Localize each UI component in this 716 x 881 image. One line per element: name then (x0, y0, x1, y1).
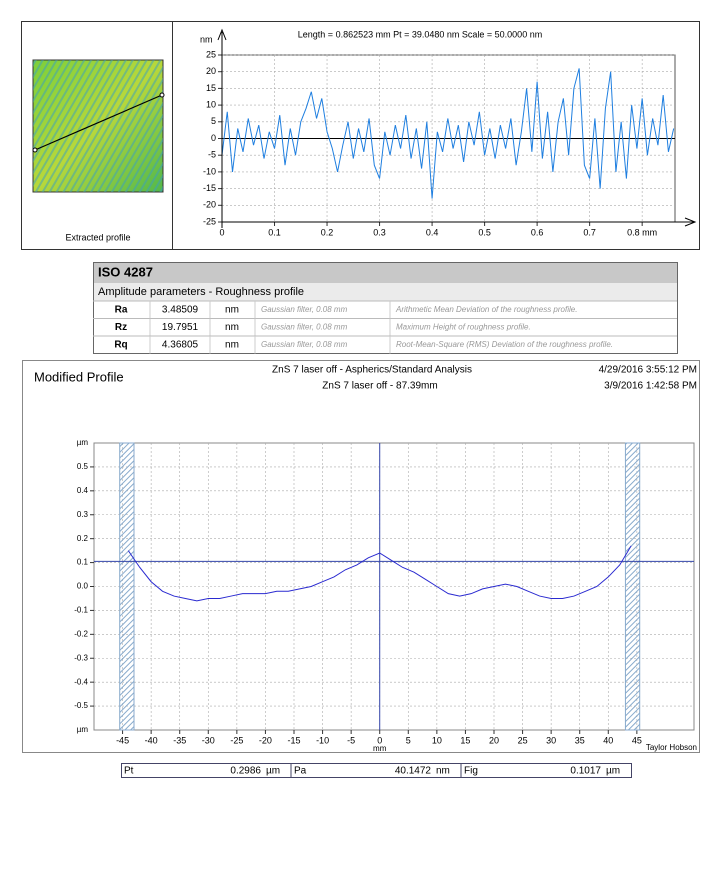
x-tick-label: -40 (145, 735, 158, 745)
y-tick-label: 0.2 (77, 534, 89, 543)
y-tick-label: -0.4 (74, 677, 88, 686)
y-tick-label: 0.0 (77, 582, 89, 591)
summary-unit: µm (266, 766, 280, 777)
table-cell: nm (225, 340, 239, 351)
x-tick-label: 15 (460, 735, 470, 745)
date: 4/29/2016 3:55:12 PM (599, 365, 697, 376)
summary-unit: nm (436, 766, 450, 777)
table-cell: Arithmetic Mean Deviation of the roughne… (395, 305, 577, 314)
x-tick-label: -30 (202, 735, 215, 745)
summary-unit: µm (606, 766, 620, 777)
x-tick-label: 0.5 (478, 227, 491, 237)
y-tick-label: 0.5 (77, 462, 89, 471)
x-tick-label: -35 (173, 735, 186, 745)
table-header (94, 263, 677, 283)
x-tick-label: -25 (230, 735, 243, 745)
x-tick-label: 45 (632, 735, 642, 745)
y-axis-label: µm (77, 725, 89, 734)
table-cell: Gaussian filter, 0.08 mm (261, 340, 348, 349)
table-title: ISO 4287 (98, 264, 153, 279)
y-tick-label: 25 (206, 49, 216, 59)
y-tick-label: -5 (208, 150, 216, 160)
y-tick-label: 0.1 (77, 558, 89, 567)
table-cell: Rq (114, 340, 127, 351)
report: Extracted profile 0 0.1 0.2 0.3 0.4 0.5 0.6 0.7… (0, 0, 716, 876)
y-tick-label: -0.5 (74, 701, 88, 710)
x-tick-label: 20 (489, 735, 499, 745)
table-cell: Ra (115, 305, 128, 316)
y-tick-label: 0 (211, 133, 216, 143)
shaded-band (120, 443, 134, 730)
x-tick-label: 0.7 (583, 227, 596, 237)
brand: Taylor Hobson (646, 743, 697, 752)
chart-title: Length = 0.862523 mm Pt = 39.0480 nm Sca… (298, 29, 542, 39)
chart-title: Modified Profile (34, 369, 124, 384)
y-axis-label: nm (200, 34, 213, 44)
y-tick-label: 15 (206, 83, 216, 93)
y-tick-label: 10 (206, 99, 216, 109)
table-cell: 19.7951 (162, 322, 199, 333)
thumbnail-caption: Extracted profile (65, 232, 130, 242)
table-cell: Gaussian filter, 0.08 mm (261, 323, 348, 332)
y-tick-label: -0.1 (74, 606, 88, 615)
shaded-band (625, 443, 639, 730)
x-tick-label: -20 (259, 735, 272, 745)
x-tick-label: -45 (116, 735, 129, 745)
x-tick-label: 30 (546, 735, 556, 745)
summary-label: Fig (464, 766, 478, 777)
summary-label: Pa (294, 766, 307, 777)
table-cell: nm (225, 305, 239, 316)
table-cell: Maximum Height of roughness profile. (396, 323, 531, 332)
y-tick-label: -20 (203, 200, 216, 210)
x-tick-label: -10 (316, 735, 329, 745)
y-tick-label: 20 (206, 66, 216, 76)
x-tick-label: 0.3 (373, 227, 386, 237)
table-cell: nm (225, 322, 239, 333)
x-tick-label: -5 (347, 735, 355, 745)
x-tick-label: 35 (575, 735, 585, 745)
profile-end (160, 93, 164, 97)
y-tick-label: -0.3 (74, 653, 88, 662)
x-tick-label: 0.1 (268, 227, 281, 237)
x-tick-label: 0 (219, 227, 224, 237)
summary-value: 0.1017 (570, 766, 601, 777)
x-tick-label: 5 (406, 735, 411, 745)
x-tick-label: 40 (603, 735, 613, 745)
subtitle: ZnS 7 laser off - Aspherics/Standard Ana… (272, 365, 472, 376)
table-cell: Gaussian filter, 0.08 mm (261, 305, 348, 314)
summary-frame (122, 764, 632, 778)
profile-line (222, 68, 674, 198)
x-tick-label: -15 (287, 735, 300, 745)
summary-value: 40.1472 (395, 766, 432, 777)
table-subtitle: Amplitude parameters - Roughness profile (98, 286, 304, 298)
y-tick-label: -25 (203, 216, 216, 226)
table-cell: Root-Mean-Square (RMS) Deviation of the … (396, 340, 613, 349)
table-cell: 3.48509 (162, 305, 199, 316)
x-axis-label: mm (373, 744, 387, 753)
table-cell: 4.36805 (162, 340, 199, 351)
thumbnail-texture (33, 60, 163, 192)
y-tick-label: -10 (203, 166, 216, 176)
page: {"chart_data":[ {"type":"line","title":"… (0, 0, 716, 876)
x-tick-label: 0.8 mm (627, 227, 657, 237)
x-tick-label: 25 (518, 735, 528, 745)
y-tick-label: 5 (211, 116, 216, 126)
x-tick-label: 0.4 (426, 227, 439, 237)
summary-label: Pt (124, 766, 134, 777)
profile-end (33, 148, 37, 152)
y-tick-label: -15 (203, 183, 216, 193)
table-cell: Rz (115, 322, 127, 333)
y-axis-label: µm (77, 438, 89, 447)
x-tick-label: 0.2 (321, 227, 334, 237)
subtitle: ZnS 7 laser off - 87.39mm (322, 381, 437, 392)
x-tick-label: 0.6 (531, 227, 544, 237)
y-tick-label: -0.2 (74, 629, 88, 638)
summary-value: 0.2986 (230, 766, 261, 777)
y-tick-label: 0.3 (77, 510, 89, 519)
date: 3/9/2016 1:42:58 PM (604, 381, 697, 392)
y-tick-label: 0.4 (77, 486, 89, 495)
x-tick-label: 10 (432, 735, 442, 745)
